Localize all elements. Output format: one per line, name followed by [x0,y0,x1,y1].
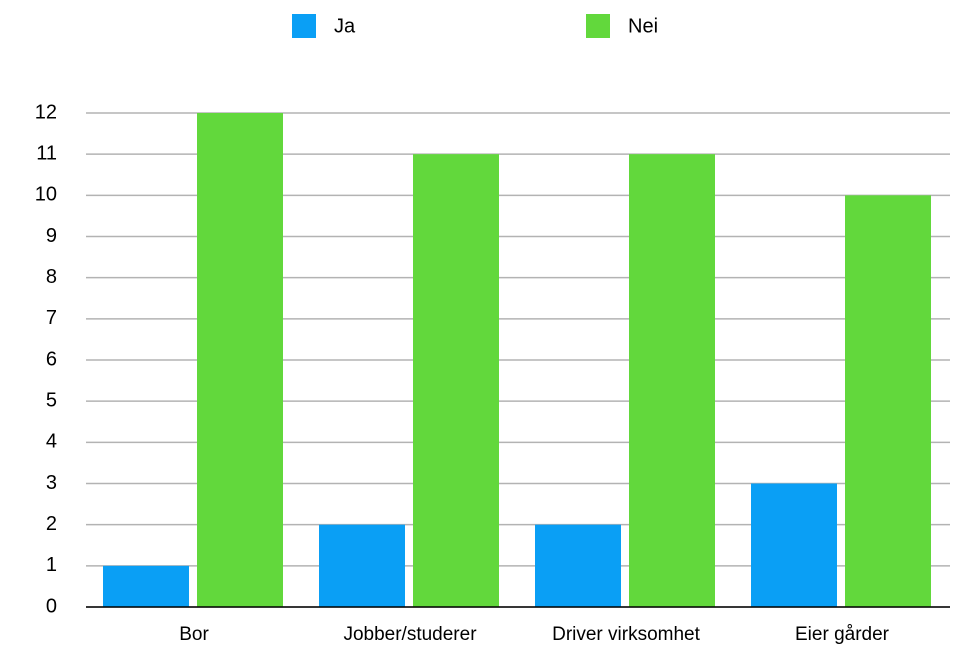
y-tick-label: 8 [46,266,57,288]
x-tick-label: Bor [179,624,209,645]
x-tick-label: Jobber/studerer [343,624,477,645]
y-tick-label: 11 [36,142,57,164]
x-tick-label: Eier gårder [795,624,890,645]
legend-label: Nei [628,15,658,37]
y-tick-label: 6 [46,348,57,370]
legend-swatch [586,14,610,38]
bar [103,565,189,607]
bar [319,524,405,607]
y-tick-label: 5 [46,389,57,411]
bar [535,524,621,607]
legend-label: Ja [334,15,356,37]
y-tick-label: 2 [46,513,57,535]
legend-swatch [292,14,316,38]
y-tick-label: 10 [35,184,57,206]
bar [845,195,931,608]
y-tick-label: 1 [46,554,57,576]
bar [197,113,283,607]
bar [629,154,715,607]
x-tick-label: Driver virksomhet [552,624,701,645]
y-tick-label: 12 [35,101,57,123]
y-tick-label: 0 [46,595,57,617]
y-tick-label: 4 [46,431,57,453]
y-tick-label: 9 [46,225,57,247]
y-tick-label: 3 [46,472,57,494]
bar [751,483,837,607]
bar [413,154,499,607]
y-tick-label: 7 [46,307,57,329]
